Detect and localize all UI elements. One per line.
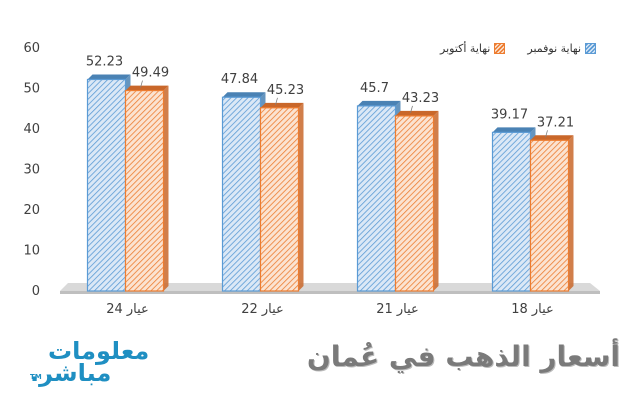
bar (356, 105, 397, 292)
bar (394, 115, 435, 292)
logo-trademark: TM (30, 373, 42, 381)
bar-top (87, 74, 131, 80)
legend-label-october: نهاية أكتوبر (440, 42, 491, 55)
y-tick-label: 30 (23, 163, 40, 178)
bar-top (492, 127, 536, 133)
data-label: 43.23 (402, 91, 439, 106)
bar-top (222, 92, 266, 98)
y-tick-label: 10 (23, 244, 40, 259)
y-tick-label: 20 (23, 203, 40, 218)
data-label-leader (410, 105, 413, 114)
data-label: 37.21 (537, 115, 574, 130)
bar-top (260, 102, 304, 108)
chart-title: أسعار الذهب في عُمان (306, 340, 620, 373)
bar (86, 78, 127, 292)
data-label-leader (275, 97, 278, 105)
y-tick-label: 40 (23, 122, 40, 137)
data-label: 49.49 (132, 66, 169, 81)
x-tick-label: عيار 22 (241, 302, 284, 317)
data-label: 45.23 (267, 83, 304, 98)
data-label: 52.23 (86, 54, 123, 69)
x-tick-label: عيار 18 (511, 302, 554, 317)
bar-side (163, 85, 169, 292)
data-label: 45.7 (360, 81, 389, 96)
bar-top (125, 85, 169, 91)
mubasher-logo: معلومات مباشر. TM (30, 337, 150, 387)
y-axis: 0 10 20 30 40 50 60 (23, 41, 40, 299)
logo-line-1: معلومات (48, 337, 150, 365)
bar (221, 96, 262, 292)
bar-side (433, 110, 439, 291)
x-tick-label: عيار 24 (106, 302, 149, 317)
bar-top (530, 135, 574, 141)
bar-top (395, 110, 439, 116)
bar-top (357, 100, 401, 106)
x-axis: عيار 24 عيار 22 عيار 21 عيار 18 (106, 302, 554, 317)
legend: نهاية نوفمبر نهاية أكتوبر (440, 42, 597, 55)
bars (86, 74, 574, 292)
chart-floor (60, 283, 600, 294)
bar (259, 107, 300, 292)
bar-side (298, 102, 304, 291)
floor-edge (60, 291, 600, 294)
floor-top (60, 283, 600, 291)
data-label-leader (545, 130, 548, 138)
legend-swatch-november (585, 43, 597, 54)
bar (124, 89, 165, 292)
data-label: 47.84 (221, 72, 258, 87)
legend-label-november: نهاية نوفمبر (527, 42, 582, 55)
y-tick-label: 0 (32, 284, 40, 299)
legend-item-october: نهاية أكتوبر (440, 42, 506, 55)
logo-line-2: مباشر. (30, 359, 112, 387)
x-tick-label: عيار 21 (376, 302, 419, 317)
legend-swatch-october (494, 43, 506, 54)
data-label: 39.17 (491, 107, 528, 122)
y-tick-label: 50 (23, 82, 40, 97)
bar-side (568, 135, 574, 291)
bar (529, 139, 570, 292)
legend-item-november: نهاية نوفمبر (527, 42, 597, 55)
y-tick-label: 60 (23, 41, 40, 56)
data-label-leader (140, 80, 143, 88)
bar (491, 131, 532, 292)
data-labels: 52.23 49.49 47.84 45.23 45.7 43.23 39.17 37.21 (86, 54, 574, 138)
